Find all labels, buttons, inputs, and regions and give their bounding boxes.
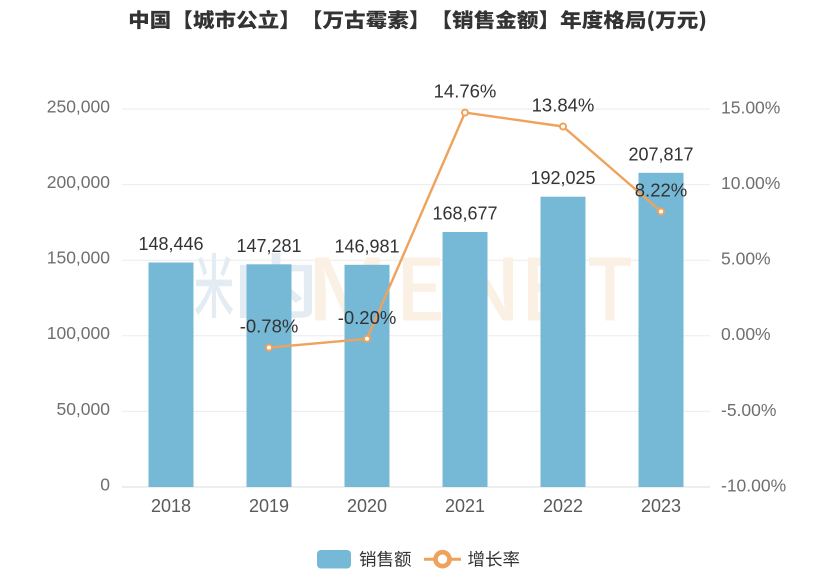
svg-text:2022: 2022 (543, 496, 583, 516)
svg-text:5.00%: 5.00% (721, 249, 771, 269)
svg-text:207,817: 207,817 (628, 144, 693, 164)
svg-text:146,981: 146,981 (334, 236, 399, 256)
svg-text:-10.00%: -10.00% (721, 475, 786, 495)
svg-text:147,281: 147,281 (236, 236, 301, 256)
svg-text:2018: 2018 (151, 496, 191, 516)
svg-text:2021: 2021 (445, 496, 485, 516)
svg-text:0: 0 (100, 474, 110, 494)
svg-text:0.00%: 0.00% (721, 324, 771, 344)
svg-text:-0.20%: -0.20% (338, 307, 397, 328)
svg-text:100,000: 100,000 (47, 323, 111, 343)
svg-text:-5.00%: -5.00% (721, 400, 776, 420)
svg-text:8.22%: 8.22% (635, 180, 687, 201)
svg-text:2023: 2023 (641, 496, 681, 516)
svg-text:-0.78%: -0.78% (240, 316, 299, 337)
svg-text:250,000: 250,000 (47, 96, 111, 116)
svg-text:13.84%: 13.84% (532, 95, 595, 116)
svg-text:150,000: 150,000 (47, 248, 111, 268)
svg-text:2019: 2019 (249, 496, 289, 516)
svg-text:14.76%: 14.76% (434, 81, 497, 102)
svg-text:2020: 2020 (347, 496, 387, 516)
svg-text:15.00%: 15.00% (721, 97, 780, 117)
svg-text:50,000: 50,000 (56, 399, 110, 419)
svg-text:10.00%: 10.00% (721, 173, 780, 193)
svg-text:192,025: 192,025 (530, 168, 595, 188)
svg-text:168,677: 168,677 (432, 204, 497, 224)
svg-text:148,446: 148,446 (138, 234, 203, 254)
svg-text:200,000: 200,000 (47, 172, 111, 192)
